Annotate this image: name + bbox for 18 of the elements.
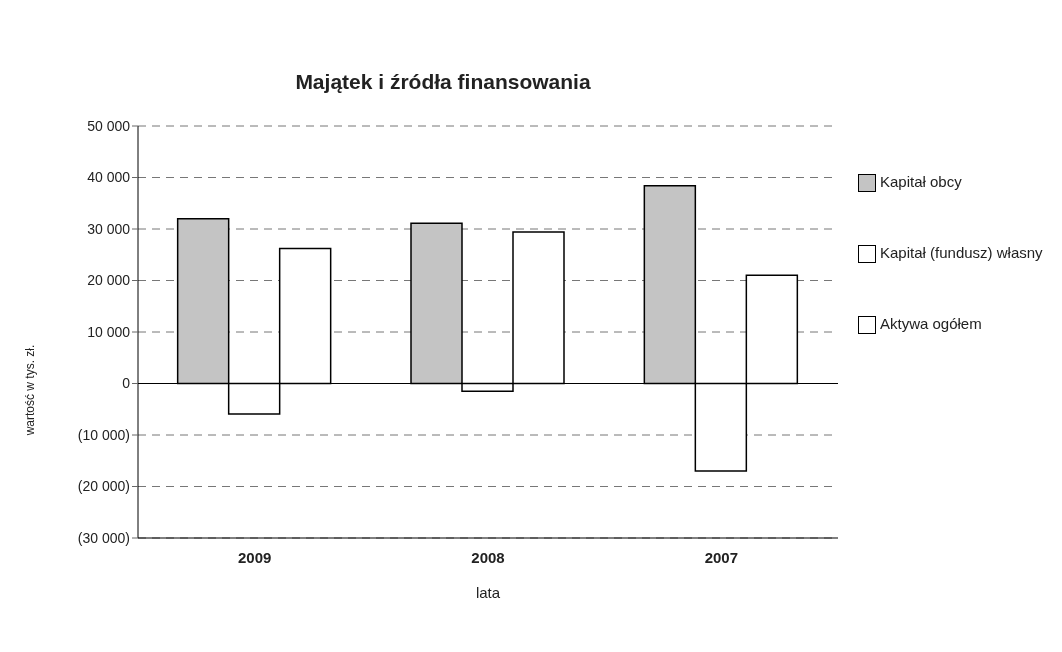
legend-label: Kapitał obcy [880, 173, 962, 190]
chart-title: Majątek i źródła finansowania [294, 70, 592, 94]
y-tick-label: (10 000) [77, 426, 130, 443]
y-tick-label: 20 000 [87, 272, 131, 289]
legend-label: Kapitał (fundusz) własny [880, 244, 1043, 261]
x-tick-label: 2007 [704, 548, 739, 566]
y-axis-title: wartość w tys. zł. [23, 344, 37, 436]
x-tick-label: 2008 [471, 548, 505, 566]
y-tick-label: 40 000 [87, 169, 131, 186]
y-tick-label: 30 000 [87, 220, 131, 237]
y-tick-label: 10 000 [87, 323, 131, 340]
y-tick-label: (30 000) [77, 529, 130, 546]
y-tick-label: 50 000 [87, 117, 131, 134]
y-tick-label: 0 [122, 375, 131, 392]
x-axis-title: lata [475, 584, 501, 601]
y-tick-label: (20 000) [77, 478, 130, 495]
x-tick-label: 2009 [237, 548, 272, 566]
legend-label: Aktywa ogółem [880, 315, 982, 332]
